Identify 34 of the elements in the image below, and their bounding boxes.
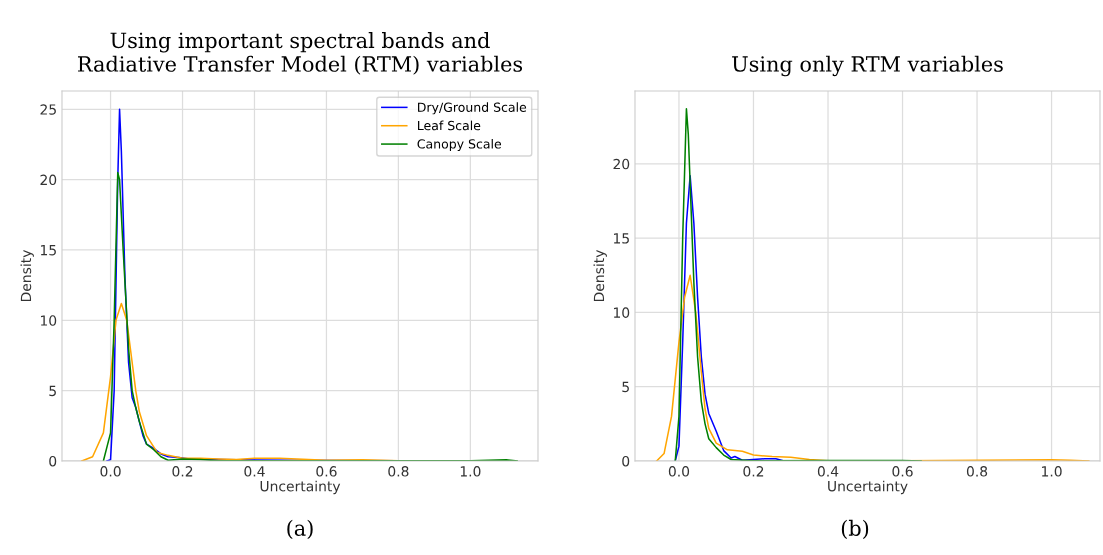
- x-tick-label: 0.0: [100, 466, 121, 477]
- x-tick-label: 1.0: [460, 466, 481, 477]
- x-tick-label: 0.4: [817, 466, 839, 477]
- text: (b): [841, 519, 869, 539]
- legend-label: Leaf Scale: [418, 120, 481, 131]
- y-tick-label: 10: [613, 307, 630, 318]
- chart-title: Using only RTM variables: [732, 55, 1003, 77]
- x-tick-label: 0.0: [668, 466, 690, 477]
- y-axis-title: Density: [20, 250, 34, 302]
- y-tick-label: 0: [622, 455, 630, 467]
- text: (a): [287, 519, 313, 539]
- x-axis-title: Uncertainty: [260, 480, 341, 495]
- y-tick-label: 15: [40, 245, 56, 256]
- y-tick-label: 20: [613, 158, 630, 170]
- x-tick-label: 0.6: [316, 466, 337, 477]
- x-tick-label: 0.8: [388, 466, 409, 477]
- x-tick-label: 1.0: [1042, 466, 1062, 477]
- x-tick-label: 0.4: [244, 466, 265, 477]
- y-axis-title: Density: [593, 250, 607, 302]
- x-tick-label: 0.6: [892, 466, 913, 477]
- y-tick-label: 0: [49, 455, 57, 467]
- y-tick-label: 25: [40, 104, 56, 115]
- legend-label: Dry/Ground Scale: [418, 102, 527, 115]
- x-axis-title: Uncertainty: [828, 480, 908, 495]
- y-tick-label: 20: [40, 174, 57, 186]
- y-tick-label: 10: [40, 315, 57, 326]
- x-tick-label: 0.2: [743, 466, 764, 477]
- legend-label: Canopy Scale: [417, 138, 502, 152]
- y-tick-label: 5: [622, 381, 629, 393]
- y-tick-label: 5: [49, 385, 56, 397]
- chart-title: Using important spectral bands and Radiative Transfer Model (RTM) variables: [78, 32, 523, 75]
- x-tick-label: 0.2: [172, 466, 193, 477]
- y-tick-label: 15: [613, 233, 629, 244]
- x-tick-label: 0.8: [966, 466, 988, 477]
